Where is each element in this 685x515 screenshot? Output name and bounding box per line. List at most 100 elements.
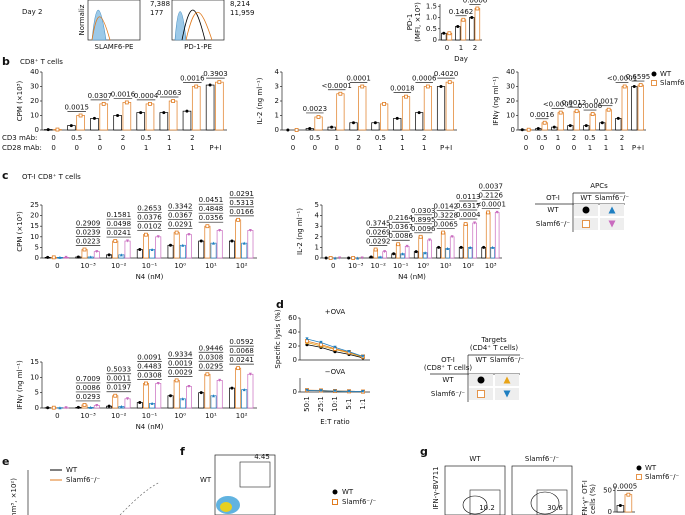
p-value: 0.0592 <box>229 338 254 346</box>
bar-marker <box>558 110 563 115</box>
y-tick-label: 0.5 <box>426 25 437 33</box>
p-value: 0.0367 <box>168 212 193 220</box>
p-value: 0.0113 <box>456 193 481 201</box>
point <box>347 389 351 394</box>
histogram-frame <box>171 0 225 41</box>
x-tick-label: 2 <box>121 134 125 142</box>
p-value: 0.8995 <box>411 216 436 224</box>
bar-marker <box>113 239 118 243</box>
bar <box>436 247 441 259</box>
bar-marker <box>423 251 427 255</box>
bar <box>490 247 495 259</box>
bar-marker <box>552 125 556 129</box>
bar-marker <box>495 210 499 214</box>
bar-marker <box>194 84 199 89</box>
bar <box>481 247 486 259</box>
bar-marker <box>520 128 524 132</box>
point <box>305 388 309 393</box>
gate-value: 4.45 <box>254 453 270 461</box>
x-tick-label: 0 <box>556 144 560 152</box>
flow-plot <box>511 465 573 515</box>
bar-marker <box>89 255 93 259</box>
p-value: 0.0004 <box>456 211 481 219</box>
p-value: 0.9446 <box>199 344 224 352</box>
legend-label: Slamf6⁻/⁻ <box>66 476 100 484</box>
p-value: 0.0018 <box>390 85 415 93</box>
point <box>305 337 309 341</box>
p-value: 0.0006 <box>412 75 437 83</box>
y-tick-label: 5 <box>35 243 39 251</box>
count-label: 8,214 <box>230 0 251 8</box>
y-tick-label: 0 <box>293 356 297 364</box>
legend-column: WT <box>580 194 592 202</box>
x-tick-label: 0 <box>55 412 59 420</box>
point <box>361 389 365 394</box>
point <box>319 389 323 393</box>
bar-marker <box>205 372 210 377</box>
y-tick-label: 50 <box>603 486 612 494</box>
bar-marker <box>418 234 423 239</box>
bar-marker <box>360 84 365 89</box>
row-label: WT <box>200 476 212 484</box>
x-tick-label: 10⁻² <box>111 262 127 270</box>
legend-marker <box>503 390 511 398</box>
bar-marker <box>378 255 382 259</box>
bar-marker <box>51 405 56 410</box>
x-tick-label: 1 <box>334 134 338 142</box>
bar <box>182 110 192 131</box>
bar-marker <box>46 406 50 410</box>
histogram <box>91 9 107 41</box>
bar-marker <box>401 252 405 256</box>
x-tick-label: 0.5 <box>71 134 82 142</box>
bar-marker <box>148 102 152 106</box>
bar <box>418 236 423 259</box>
bar <box>210 395 217 409</box>
bar <box>90 118 99 131</box>
legend-marker <box>582 206 590 214</box>
y-tick-label: 0 <box>275 126 279 134</box>
x-tick-label: 0 <box>572 144 576 152</box>
bar <box>605 109 612 131</box>
p-value: 0.2126 <box>479 191 504 199</box>
x-tick-label: 0.5 <box>309 134 320 142</box>
y-tick-label: 15 <box>30 222 39 230</box>
point <box>361 354 365 359</box>
bar <box>229 387 235 409</box>
bar-marker <box>428 238 432 242</box>
bar-marker <box>526 127 531 132</box>
y-tick-label: 20 <box>30 97 39 105</box>
bar-marker <box>58 255 62 259</box>
bar-marker <box>626 492 631 497</box>
bar <box>458 247 464 259</box>
p-value: <0.0001 <box>543 101 573 109</box>
bar-marker <box>138 248 142 252</box>
bar <box>198 392 205 409</box>
bar-marker <box>638 83 643 87</box>
bar-marker <box>383 250 387 254</box>
legend-label: Slamf6⁻/⁻ <box>645 473 679 481</box>
bar-marker <box>338 91 343 96</box>
y-tick-label: 10 <box>30 112 39 120</box>
bar-marker <box>205 224 210 229</box>
bar-marker <box>482 245 486 249</box>
bar-marker <box>425 84 430 89</box>
bar-marker <box>373 121 377 125</box>
bar-marker <box>69 124 73 128</box>
y-tick-label: 1 <box>315 243 319 251</box>
bar <box>336 93 345 131</box>
bar <box>241 389 248 409</box>
bar <box>474 8 481 41</box>
p-value: 0.1581 <box>107 211 132 219</box>
x-tick-label: 1 <box>167 134 171 142</box>
p-value: 0.0006 <box>578 102 603 110</box>
p-value: 0.0308 <box>137 371 162 379</box>
bar <box>467 247 473 259</box>
bar-marker <box>218 378 222 382</box>
bar-marker <box>450 235 454 239</box>
p-value: 0.0091 <box>137 353 162 361</box>
bar-marker <box>286 128 290 132</box>
x-tick-label: P+I <box>209 144 221 152</box>
x-tick-label: 10² <box>462 262 474 270</box>
bar <box>186 386 192 409</box>
y-label: CPM (×10³) <box>16 81 24 122</box>
